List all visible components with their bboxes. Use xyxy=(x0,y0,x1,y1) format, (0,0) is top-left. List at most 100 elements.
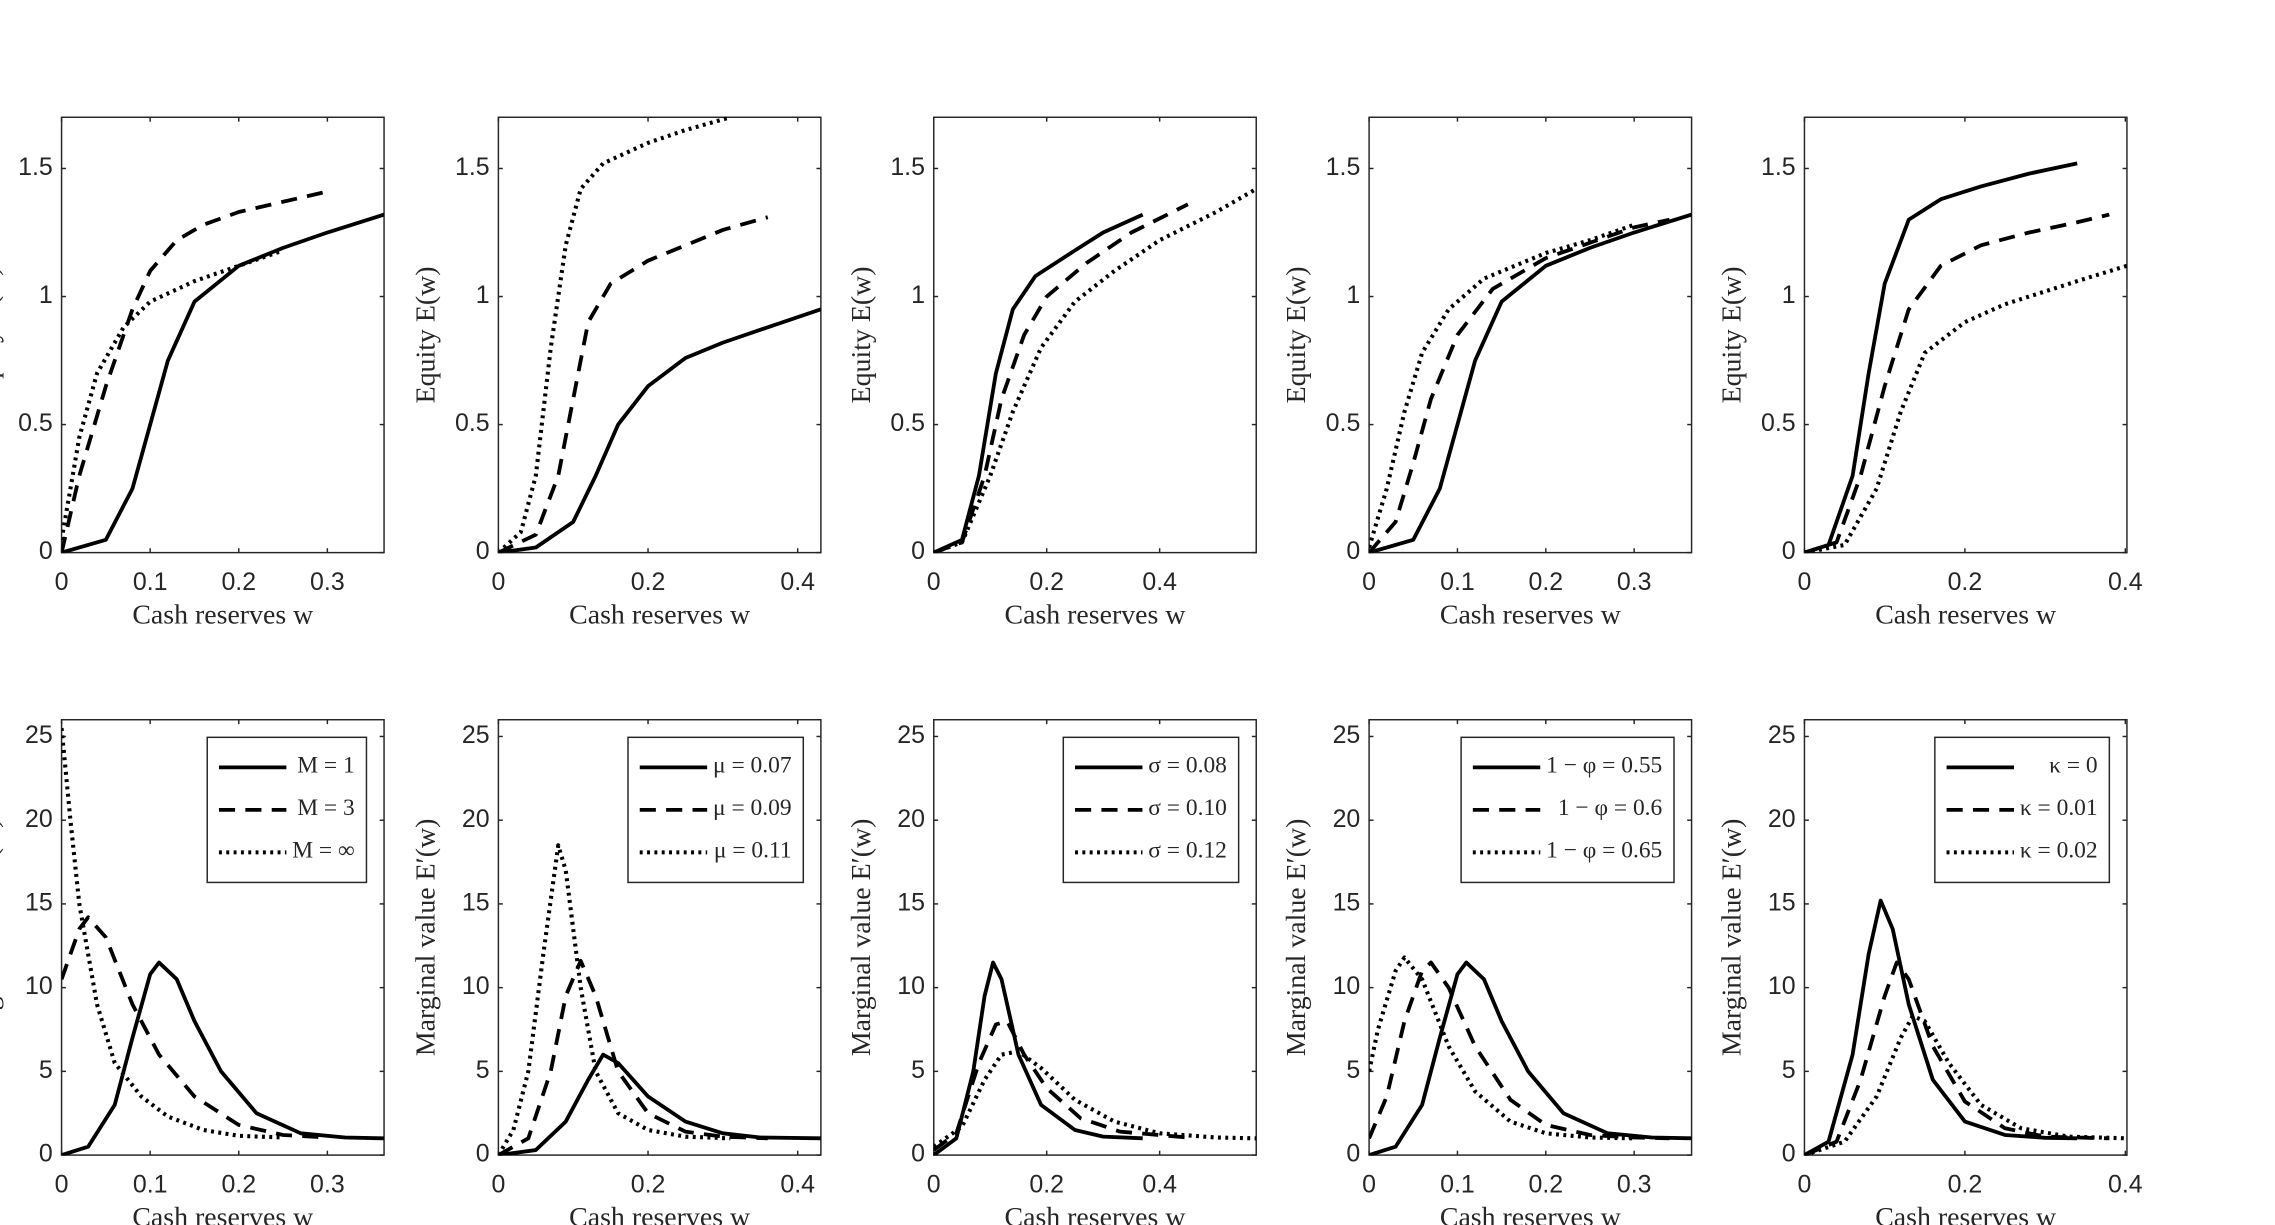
x-tick-label: 0.2 xyxy=(221,1170,256,1198)
y-tick-label: 20 xyxy=(1768,805,1796,833)
y-tick-label: 1.5 xyxy=(890,153,925,181)
plot-area xyxy=(933,960,1257,1156)
y-tick-label: 0 xyxy=(1782,1140,1796,1168)
x-tick-label: 0 xyxy=(55,1170,69,1198)
plot-area xyxy=(1804,898,2127,1156)
y-tick-label: 0 xyxy=(39,537,53,565)
axes-box xyxy=(1368,116,1693,554)
series-line xyxy=(1369,217,1670,553)
y-tick-label: 25 xyxy=(25,721,53,749)
x-axis-label: Cash reserves w xyxy=(1005,600,1186,631)
plot-area xyxy=(933,187,1257,553)
y-tick-label: 0 xyxy=(1782,537,1796,565)
y-tick-label: 10 xyxy=(1768,972,1796,1000)
series-line xyxy=(61,960,385,1156)
y-tick-label: 20 xyxy=(1333,805,1361,833)
panel: 0 0.2 0.4 0 0.5 1 1.5 Cash reserves w Equity E(w… xyxy=(1716,116,2143,631)
series-line xyxy=(498,307,821,553)
y-tick-label: 5 xyxy=(1346,1056,1360,1084)
panel: 0 0.1 0.2 0.3 0 0.5 1 1.5 Cash reserves w Equity … xyxy=(1281,116,1693,631)
y-tick-label: 0 xyxy=(39,1140,53,1168)
plot-area xyxy=(1369,212,1692,553)
y-axis-label: Equity E(w) xyxy=(0,267,5,404)
legend-label: σ = 0.08 xyxy=(1148,753,1227,779)
x-tick-label: 0.3 xyxy=(1617,1170,1652,1198)
series-line xyxy=(1369,960,1692,1156)
x-tick-label: 0.2 xyxy=(1948,568,1983,596)
x-tick-label: 0.4 xyxy=(2108,568,2143,596)
plot-area xyxy=(1804,161,2127,553)
legend-label: M = ∞ xyxy=(292,838,355,864)
y-tick-label: 15 xyxy=(462,888,490,916)
y-tick-label: 1.5 xyxy=(1761,153,1796,181)
x-tick-label: 0.1 xyxy=(133,568,168,596)
plot-area xyxy=(61,189,385,553)
x-tick-label: 0.4 xyxy=(780,568,815,596)
legend-label: M = 3 xyxy=(297,795,355,821)
y-tick-label: 0 xyxy=(1346,1140,1360,1168)
y-tick-label: 5 xyxy=(39,1056,53,1084)
legend-label: κ = 0 xyxy=(2049,753,2097,779)
legend-label: κ = 0.02 xyxy=(2020,838,2098,864)
legend-label: 1 − φ = 0.55 xyxy=(1546,753,1662,779)
legend-label: σ = 0.12 xyxy=(1148,838,1227,864)
x-axis-label: Cash reserves w xyxy=(1875,600,2056,631)
y-tick-label: 0.5 xyxy=(1326,409,1361,437)
x-axis-label: Cash reserves w xyxy=(1875,1202,2056,1225)
x-axis-label: Cash reserves w xyxy=(569,600,750,631)
x-tick-label: 0 xyxy=(1362,568,1376,596)
y-tick-label: 0 xyxy=(476,537,490,565)
x-tick-label: 0.4 xyxy=(1142,568,1177,596)
x-tick-label: 0 xyxy=(55,568,69,596)
y-tick-label: 1 xyxy=(1782,281,1796,309)
y-tick-label: 5 xyxy=(476,1056,490,1084)
x-tick-label: 0.3 xyxy=(310,1170,345,1198)
legend-label: 1 − φ = 0.65 xyxy=(1546,838,1662,864)
x-tick-label: 0.3 xyxy=(310,568,345,596)
panel: 0 0.1 0.2 0.3 0 5 10 15 20 25 Cash reserves w Margi… xyxy=(0,718,385,1225)
x-tick-label: 0 xyxy=(1798,1170,1812,1198)
panel: 0 0.1 0.2 0.3 0 0.5 1 1.5 Cash reserves w Equity … xyxy=(0,116,385,631)
legend: σ = 0.08 σ = 0.10 σ = 0.12 xyxy=(1062,736,1240,884)
y-tick-label: 1.5 xyxy=(455,153,490,181)
x-axis-label: Cash reserves w xyxy=(1005,1202,1186,1225)
y-tick-label: 1 xyxy=(476,281,490,309)
x-axis-label: Cash reserves w xyxy=(132,600,313,631)
legend-label: 1 − φ = 0.6 xyxy=(1558,795,1663,821)
y-axis-label: Equity E(w) xyxy=(846,267,877,404)
y-tick-label: 0 xyxy=(1346,537,1360,565)
y-tick-label: 20 xyxy=(25,805,53,833)
x-tick-label: 0.1 xyxy=(1440,1170,1475,1198)
x-axis-label: Cash reserves w xyxy=(1440,1202,1621,1225)
series-line xyxy=(933,187,1257,553)
series-line xyxy=(1804,212,2110,553)
series-line xyxy=(933,212,1144,553)
series-line xyxy=(498,1052,821,1156)
x-tick-label: 0.2 xyxy=(1528,568,1563,596)
plot-area xyxy=(498,115,821,553)
series-line xyxy=(61,727,284,1140)
series-line xyxy=(61,248,284,541)
series-line xyxy=(933,1019,1189,1152)
y-tick-label: 10 xyxy=(897,972,925,1000)
x-tick-label: 0.1 xyxy=(133,1170,168,1198)
y-tick-label: 0.5 xyxy=(890,409,925,437)
legend-label: κ = 0.01 xyxy=(2020,795,2098,821)
plot-area xyxy=(61,727,385,1156)
series-line xyxy=(1369,955,1635,1141)
series-line xyxy=(933,1049,1257,1149)
y-tick-label: 1 xyxy=(39,281,53,309)
panel: 0 0.1 0.2 0.3 0 5 10 15 20 25 Cash reserves w Margi… xyxy=(1281,718,1693,1225)
series-line xyxy=(498,958,768,1156)
panel: 0 0.2 0.4 0 5 10 15 20 25 Cash reserves w Marginal… xyxy=(1716,718,2143,1225)
x-tick-label: 0.2 xyxy=(1029,1170,1064,1198)
x-tick-label: 0.4 xyxy=(780,1170,815,1198)
y-axis-label: Equity E(w) xyxy=(1281,267,1312,404)
legend-label: σ = 0.10 xyxy=(1148,795,1227,821)
y-tick-label: 25 xyxy=(897,721,925,749)
x-tick-label: 0 xyxy=(1798,568,1812,596)
y-tick-label: 0 xyxy=(476,1140,490,1168)
series-line xyxy=(1804,960,2110,1156)
plot-area xyxy=(1369,955,1692,1156)
y-tick-label: 25 xyxy=(1333,721,1361,749)
